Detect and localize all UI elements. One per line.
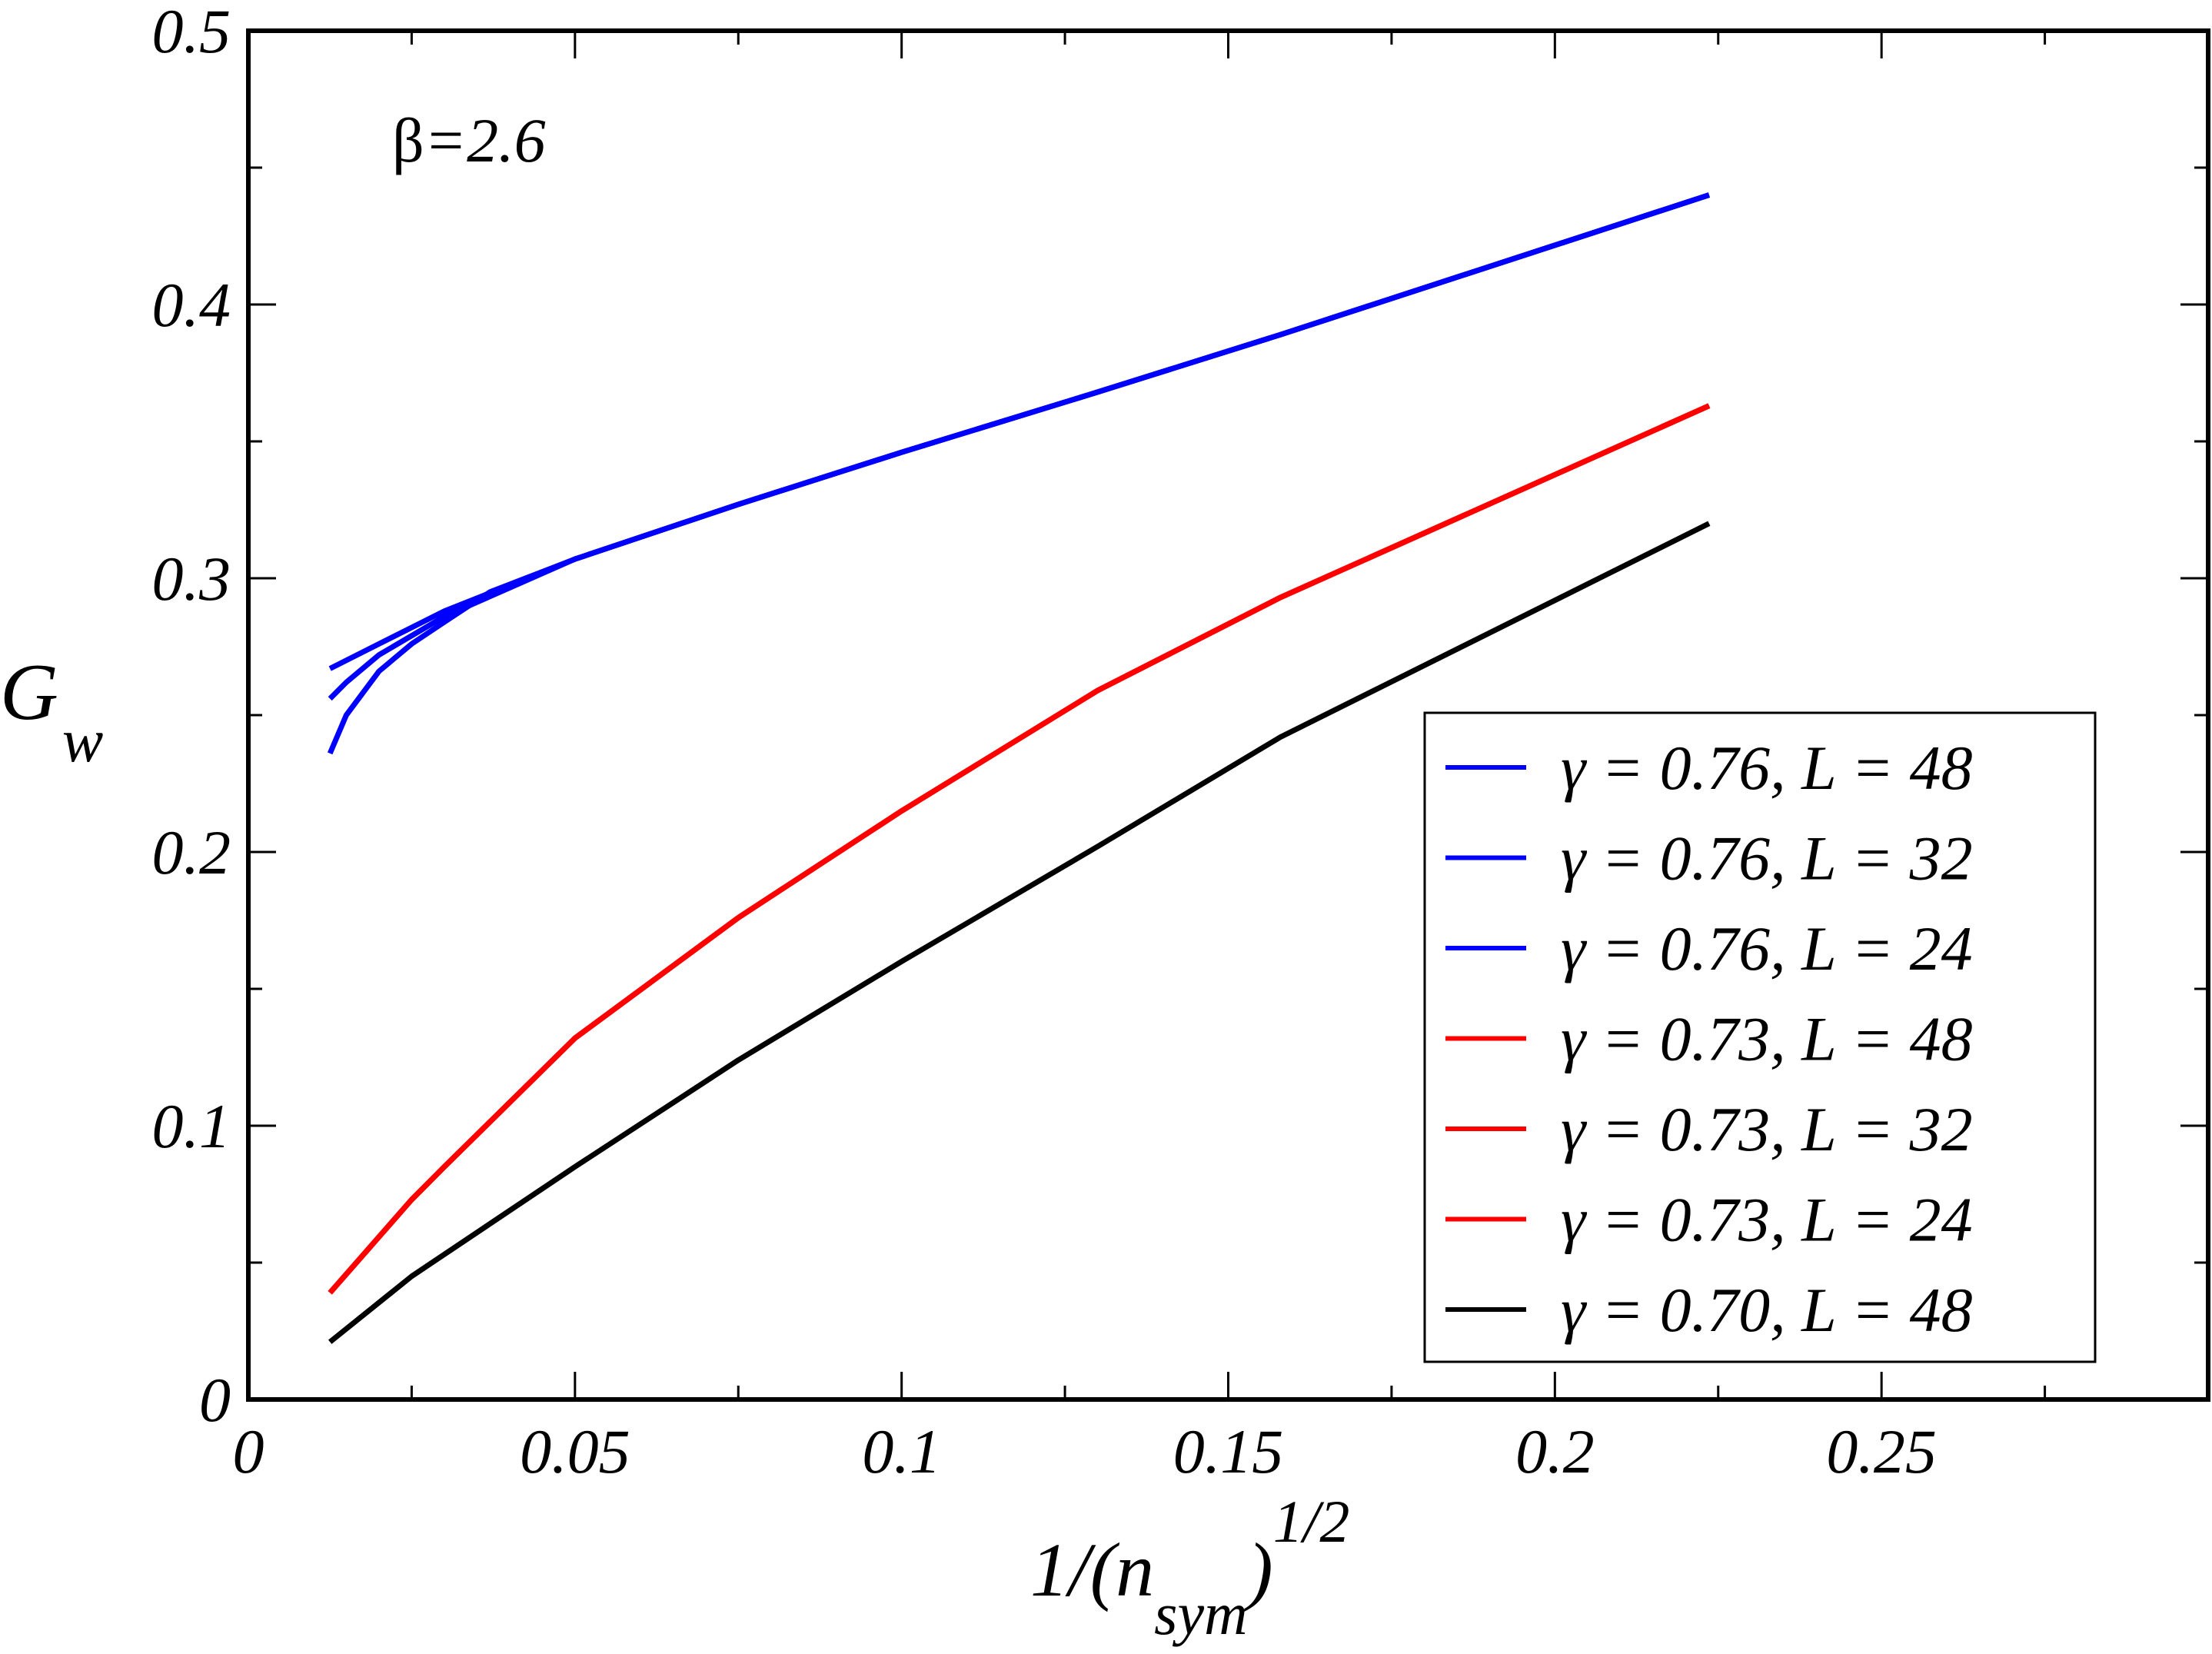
y-tick-label: 0.3 <box>152 544 231 614</box>
legend-label: γ = 0.73, L = 24 <box>1561 1185 1973 1255</box>
series-line-2 <box>328 192 1710 701</box>
legend-label: γ = 0.76, L = 32 <box>1561 824 1973 894</box>
x-tick-labels: 0 0.05 0.1 0.15 0.2 0.25 <box>233 1416 1937 1486</box>
legend-label: γ = 0.76, L = 48 <box>1561 733 1973 803</box>
y-tick-labels: 0 0.1 0.2 0.3 0.4 0.5 <box>152 0 231 1435</box>
x-tick-label: 0.2 <box>1515 1416 1595 1486</box>
series-line-6 <box>328 403 1711 1295</box>
series-line-7 <box>328 521 1711 1344</box>
x-tick-label: 0.15 <box>1173 1416 1284 1486</box>
annotation-beta: β=2.6 <box>392 105 546 175</box>
y-tick-label: 0.2 <box>152 817 231 887</box>
x-tick-label: 0 <box>233 1416 264 1486</box>
x-tick-label: 0.05 <box>520 1416 630 1486</box>
x-tick-label: 0.1 <box>862 1416 941 1486</box>
y-tick-label: 0.5 <box>152 0 231 66</box>
legend-label: γ = 0.73, L = 32 <box>1561 1094 1973 1164</box>
x-tick-label: 0.25 <box>1826 1416 1937 1486</box>
series-line-3 <box>327 192 1710 755</box>
series-lines <box>327 192 1711 1344</box>
x-axis-label: 1/(nsym)1/2 <box>1030 1488 1349 1647</box>
y-tick-label: 0 <box>199 1365 231 1435</box>
legend-label: γ = 0.70, L = 48 <box>1561 1275 1973 1345</box>
legend-box <box>1423 711 2097 1363</box>
y-tick-label: 0.4 <box>152 270 231 340</box>
legend: γ = 0.76, L = 48 γ = 0.76, L = 32 γ = 0.76… <box>1423 711 2097 1363</box>
legend-label: γ = 0.76, L = 24 <box>1561 914 1973 983</box>
plot-frame <box>246 28 2210 1402</box>
series-line-1 <box>328 192 1710 671</box>
y-tick-label: 0.1 <box>152 1091 231 1161</box>
legend-label: γ = 0.73, L = 48 <box>1561 1004 1973 1074</box>
y-axis-label: Gw <box>0 647 103 775</box>
